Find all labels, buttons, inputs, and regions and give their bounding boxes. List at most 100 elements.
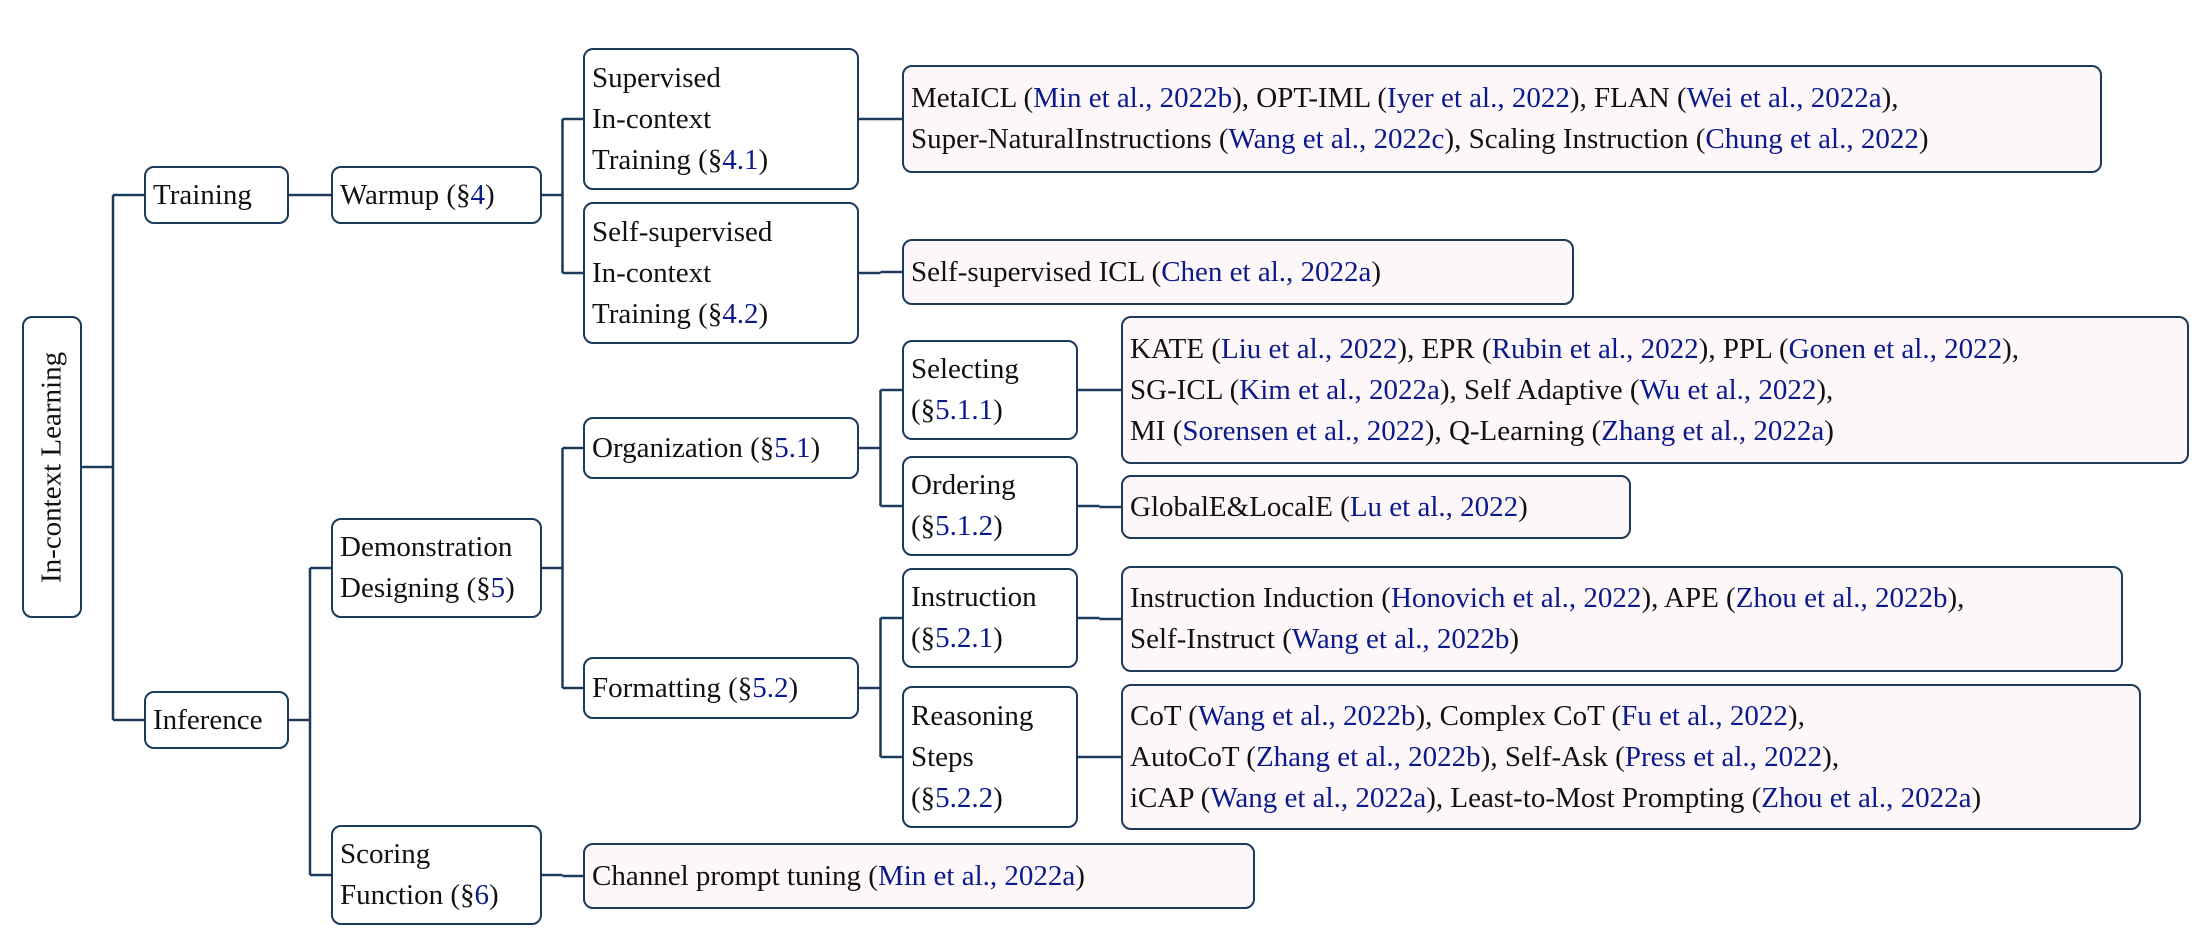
- reference-link[interactable]: Honovich et al., 2022: [1390, 582, 1642, 614]
- text-segment: Warmup (§: [340, 178, 471, 211]
- node-self-supervised-in-context-training: Self-supervised In-context Training (§4.2): [583, 202, 859, 344]
- reference-link[interactable]: Wang et al., 2022a: [1210, 781, 1427, 814]
- text-segment: iCAP (: [1130, 781, 1211, 814]
- reference-link[interactable]: Chung et al., 2022: [1705, 123, 1919, 155]
- text-line: (§5.1.1): [911, 390, 1019, 431]
- reference-link[interactable]: 5.1: [774, 431, 811, 464]
- text-segment: Self-supervised ICL (: [911, 255, 1162, 288]
- reference-link[interactable]: 4.1: [722, 143, 759, 176]
- text-segment: ),: [1822, 740, 1840, 773]
- node-text: KATE (Liu et al., 2022), EPR (Rubin et a…: [1130, 329, 2019, 452]
- reference-link[interactable]: Wu et al., 2022: [1639, 373, 1817, 406]
- reference-link[interactable]: Kim et al., 2022a: [1239, 373, 1440, 406]
- text-segment: Instruction: [911, 581, 1037, 613]
- text-segment: ),: [2002, 332, 2019, 365]
- reference-link[interactable]: Iyer et al., 2022: [1387, 82, 1570, 114]
- text-line: Self-supervised ICL (Chen et al., 2022a): [911, 252, 1381, 293]
- reference-link[interactable]: Wang et al., 2022b: [1197, 699, 1416, 732]
- reference-link[interactable]: 5.1.2: [935, 510, 994, 542]
- reference-link[interactable]: Wang et al., 2022c: [1228, 123, 1445, 155]
- text-segment: ): [993, 781, 1003, 814]
- text-line: In-context Learning: [32, 351, 73, 582]
- reference-link[interactable]: Zhou et al., 2022a: [1761, 781, 1972, 814]
- text-line: Training (§4.2): [592, 294, 772, 335]
- text-segment: Organization (§: [592, 431, 775, 464]
- reference-link[interactable]: 5.1.1: [935, 394, 994, 426]
- node-reasoning-steps: Reasoning Steps (§5.2.2): [902, 686, 1078, 828]
- reference-link[interactable]: Gonen et al., 2022: [1788, 332, 2003, 365]
- text-line: Function (§6): [340, 875, 499, 916]
- text-line: (§5.1.2): [911, 506, 1016, 547]
- text-segment: Reasoning: [911, 699, 1034, 732]
- text-segment: (§: [911, 394, 936, 426]
- node-inference: Inference: [144, 691, 289, 749]
- text-segment: ), Q-Learning (: [1424, 414, 1602, 447]
- node-text: Supervised In-context Training (§4.1): [592, 58, 768, 181]
- node-text: Self-supervised In-context Training (§4.2): [592, 212, 772, 335]
- reference-link[interactable]: Wang et al., 2022b: [1291, 623, 1510, 655]
- text-segment: Training (§: [592, 143, 723, 176]
- reference-link[interactable]: Rubin et al., 2022: [1491, 332, 1699, 365]
- reference-link[interactable]: 4.2: [722, 297, 759, 330]
- text-segment: ): [1518, 490, 1528, 523]
- text-segment: (§: [911, 781, 936, 814]
- reference-link[interactable]: 4: [470, 178, 486, 211]
- reference-link[interactable]: 5.2.1: [935, 622, 994, 654]
- text-line: In-context: [592, 99, 768, 140]
- reference-link[interactable]: 5.2.2: [935, 781, 994, 814]
- text-segment: Demonstration: [340, 531, 513, 563]
- text-segment: ): [993, 510, 1003, 542]
- leaf-instruction-methods: Instruction Induction (Honovich et al., …: [1121, 566, 2123, 672]
- text-segment: Function (§: [340, 879, 475, 911]
- text-segment: Inference: [153, 703, 263, 736]
- text-segment: MI (: [1130, 414, 1183, 447]
- text-segment: In-context Learning: [35, 351, 68, 583]
- text-line: Selecting: [911, 349, 1019, 390]
- node-text: Instruction Induction (Honovich et al., …: [1130, 578, 1964, 660]
- text-line: MI (Sorensen et al., 2022), Q-Learning (…: [1130, 411, 2019, 452]
- text-segment: Super-NaturalInstructions (: [911, 123, 1229, 155]
- reference-link[interactable]: Wei et al., 2022a: [1686, 82, 1882, 114]
- text-segment: ),: [1787, 699, 1805, 732]
- text-segment: Steps: [911, 740, 974, 773]
- reference-link[interactable]: 6: [474, 879, 490, 911]
- text-line: Demonstration: [340, 527, 515, 568]
- reference-link[interactable]: 5: [490, 572, 506, 604]
- reference-link[interactable]: Chen et al., 2022a: [1161, 255, 1372, 288]
- reference-link[interactable]: Min et al., 2022b: [1033, 82, 1233, 114]
- text-segment: In-context: [592, 256, 712, 289]
- reference-link[interactable]: Zhang et al., 2022a: [1601, 414, 1825, 447]
- text-segment: ): [788, 671, 799, 704]
- node-supervised-in-context-training: Supervised In-context Training (§4.1): [583, 48, 859, 190]
- text-segment: ), Complex CoT (: [1415, 699, 1622, 732]
- text-segment: ),: [1816, 373, 1834, 406]
- text-line: CoT (Wang et al., 2022b), Complex CoT (F…: [1130, 696, 1981, 737]
- reference-link[interactable]: Lu et al., 2022: [1349, 490, 1519, 523]
- text-line: Formatting (§5.2): [592, 668, 798, 709]
- text-segment: Training (§: [592, 297, 723, 330]
- reference-link[interactable]: Liu et al., 2022: [1221, 332, 1398, 365]
- reference-link[interactable]: Fu et al., 2022: [1621, 699, 1788, 732]
- reference-link[interactable]: Zhang et al., 2022b: [1255, 740, 1481, 773]
- text-line: Warmup (§4): [340, 175, 495, 216]
- node-text: In-context Learning: [32, 351, 73, 582]
- leaf-self-supervised-icl: Self-supervised ICL (Chen et al., 2022a): [902, 239, 1574, 305]
- reference-link[interactable]: Sorensen et al., 2022: [1182, 414, 1425, 447]
- leaf-ordering-methods: GlobalE&LocalE (Lu et al., 2022): [1121, 475, 1631, 539]
- text-segment: ), Scaling Instruction (: [1444, 123, 1706, 155]
- text-segment: ): [1824, 414, 1834, 447]
- reference-link[interactable]: 5.2: [752, 671, 789, 704]
- reference-link[interactable]: Press et al., 2022: [1624, 740, 1823, 773]
- text-segment: Channel prompt tuning (: [592, 859, 878, 892]
- text-line: Ordering: [911, 465, 1016, 506]
- text-segment: ): [505, 572, 515, 604]
- node-text: Formatting (§5.2): [592, 668, 798, 709]
- reference-link[interactable]: Zhou et al., 2022b: [1735, 582, 1948, 614]
- text-segment: ): [758, 297, 769, 330]
- root-in-context-learning: In-context Learning: [22, 316, 82, 618]
- node-text: Demonstration Designing (§5): [340, 527, 515, 609]
- reference-link[interactable]: Min et al., 2022a: [877, 859, 1076, 892]
- text-segment: Self-supervised: [592, 215, 773, 248]
- text-line: GlobalE&LocalE (Lu et al., 2022): [1130, 487, 1528, 528]
